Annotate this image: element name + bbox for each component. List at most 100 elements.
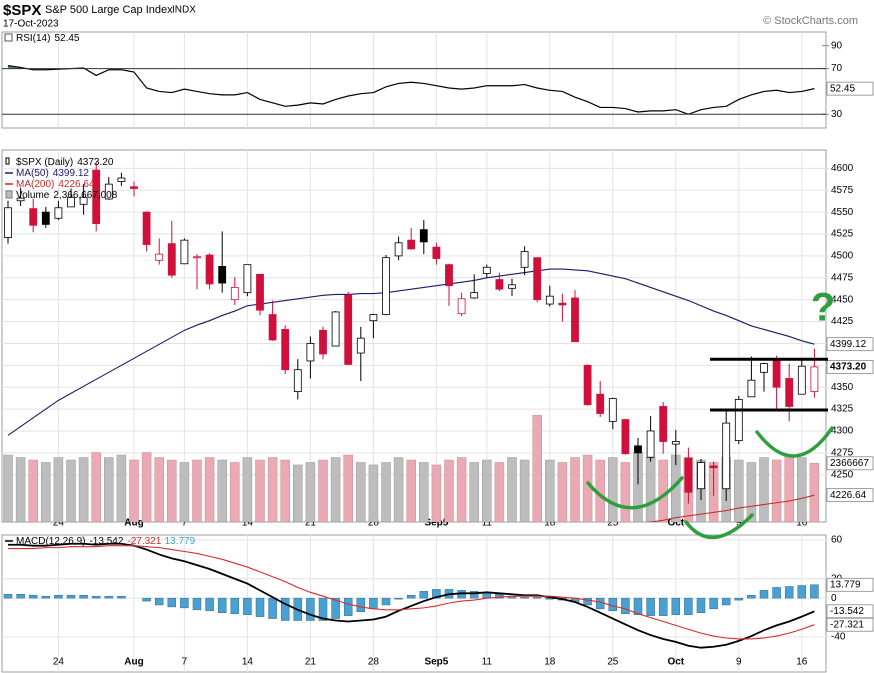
y-tick-label: 4550 <box>831 207 854 218</box>
x-tick-label: 18 <box>544 518 556 529</box>
candle-body <box>155 253 164 261</box>
candle-body <box>180 239 189 265</box>
candle-body <box>41 211 50 225</box>
volume-bar <box>230 462 240 522</box>
value-box-label: 52.45 <box>830 83 855 94</box>
volume-bar <box>91 452 101 522</box>
candle-body <box>243 264 252 294</box>
candle-body <box>558 302 567 306</box>
value-box-label: 4373.20 <box>830 362 867 373</box>
legend: MACD(12,26,9) -13.542 -27.321 13.779 <box>16 536 196 547</box>
rsi-line <box>7 65 815 115</box>
histogram-bar <box>595 597 605 610</box>
histogram-bar <box>54 594 63 599</box>
index-name: S&P 500 Large Cap Index <box>45 4 173 16</box>
value-box <box>826 81 874 96</box>
y-tick-label: 4275 <box>831 447 854 458</box>
legend-part: -13.542 <box>89 536 123 547</box>
histogram-bar <box>180 597 189 609</box>
value-box <box>826 577 874 592</box>
histogram-bar <box>797 585 807 599</box>
volume-bar <box>746 462 757 522</box>
candle-body <box>785 378 794 407</box>
candle-body <box>117 177 126 182</box>
legend-icon <box>5 157 10 165</box>
x-tick-label: 11 <box>482 657 493 668</box>
volume-bar <box>456 457 467 522</box>
volume-bar <box>658 459 668 522</box>
volume-bar <box>532 415 542 522</box>
y-tick-label: 4600 <box>831 163 854 174</box>
histogram-bar <box>721 597 731 606</box>
histogram-bar <box>747 594 756 599</box>
legend: MA(50) 4399.12 <box>16 168 89 179</box>
histogram-bar <box>154 597 164 606</box>
volume-bar <box>217 459 227 522</box>
volume-bar <box>356 462 366 522</box>
x-tick-label: Aug <box>124 657 143 668</box>
volume-bar <box>141 452 152 522</box>
histogram-bar <box>117 595 126 599</box>
y-tick-label: 90 <box>831 40 843 51</box>
volume-bar <box>368 464 379 522</box>
y-tick-label: 4250 <box>831 469 854 480</box>
histogram-bar <box>255 597 265 617</box>
moving-average <box>7 268 815 436</box>
candle-body <box>495 279 504 290</box>
histogram-bar <box>734 597 744 601</box>
candle-body <box>722 422 731 490</box>
volume-bar <box>3 454 13 522</box>
y-tick-label: 30 <box>831 109 843 120</box>
y-tick-label: 70 <box>831 63 843 74</box>
sketch-curve <box>755 426 834 458</box>
volume-bar <box>78 457 89 522</box>
histogram-bar <box>205 597 214 612</box>
volume-bar <box>154 457 164 522</box>
histogram-bar <box>810 584 819 599</box>
histogram-bar <box>394 597 403 600</box>
x-tick-label: 14 <box>242 518 254 529</box>
candle-body <box>634 445 642 454</box>
x-tick-label: 7 <box>182 518 188 529</box>
y-tick-label: 4350 <box>831 382 854 393</box>
candle-body <box>508 284 516 289</box>
value-box <box>826 617 874 632</box>
x-tick-label: 9 <box>736 518 742 529</box>
candle-body <box>281 329 290 371</box>
histogram-bar <box>684 597 693 615</box>
volume-bar <box>293 464 303 522</box>
volume-bar <box>318 459 328 522</box>
volume-bar <box>734 459 744 522</box>
histogram-bar <box>192 597 202 611</box>
volume-bar <box>444 459 454 522</box>
candle-body <box>697 462 705 490</box>
candle-body <box>520 251 529 268</box>
volume-bar <box>255 459 265 522</box>
volume-bar <box>545 459 555 522</box>
candle-body <box>533 257 542 301</box>
x-tick-label: 21 <box>305 518 317 529</box>
value-box-label: -13.542 <box>830 606 864 617</box>
candle-body <box>205 254 214 285</box>
volume-bar <box>330 457 341 522</box>
histogram-bar <box>306 597 315 621</box>
histogram-bar <box>406 594 416 599</box>
legend: $SPX (Daily) 4373.20 <box>16 157 114 168</box>
x-tick-label: 24 <box>53 518 65 529</box>
volume-bar <box>393 457 404 522</box>
legend-part: 4373.20 <box>77 157 114 168</box>
x-tick-label: 28 <box>368 657 380 668</box>
y-tick-label: 60 <box>831 534 843 545</box>
legend-icon <box>4 33 13 42</box>
candle-body <box>608 398 617 422</box>
candle-body <box>104 183 113 200</box>
volume-bar <box>482 459 492 522</box>
x-tick-label: 18 <box>544 657 556 668</box>
value-box <box>826 456 874 471</box>
volume-bar <box>179 462 190 522</box>
x-tick-label: 25 <box>607 518 619 529</box>
legend-part: 52.45 <box>54 33 79 44</box>
volume-bar <box>192 459 202 522</box>
histogram-bar <box>646 597 655 616</box>
histogram-bar <box>495 594 504 599</box>
